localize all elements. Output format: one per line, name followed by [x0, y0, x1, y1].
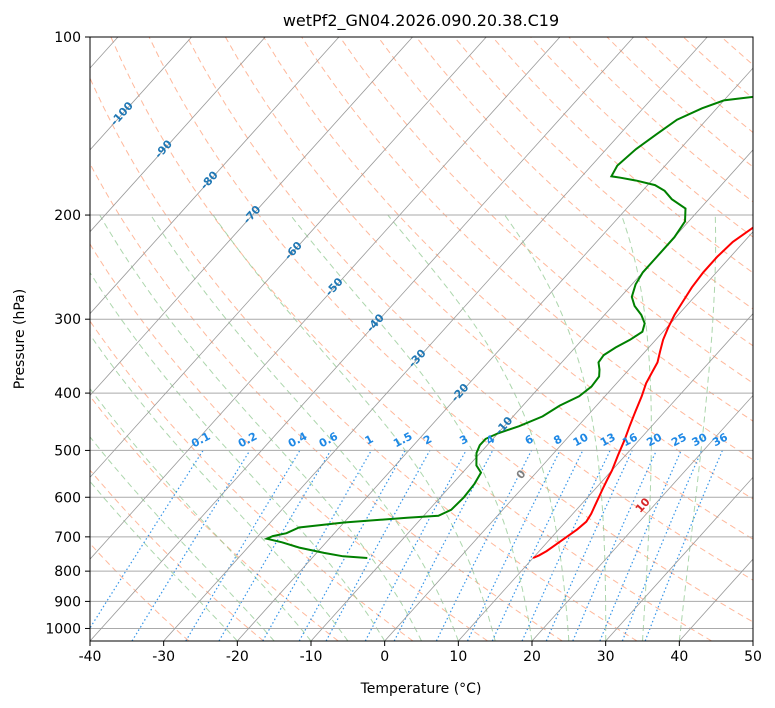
mixing-ratio-line	[644, 450, 723, 641]
x-axis-ticks: -40 -30 -20 -10 0 10 20 30 40 50	[79, 641, 762, 665]
mixing-ratio-line	[599, 450, 682, 641]
dewpoint-line	[263, 95, 753, 559]
mixing-ratio-line	[298, 450, 406, 641]
temperature-line	[532, 226, 753, 559]
mixing-ratio-line	[262, 450, 372, 641]
isotherm-line	[531, 394, 753, 641]
x-tick-label: -10	[300, 649, 323, 665]
y-tick-label: 400	[54, 386, 81, 402]
y-tick-label: 500	[54, 443, 81, 459]
x-tick-label: 0	[380, 649, 389, 665]
moist-adiabat-line	[678, 214, 717, 641]
moist-adiabat-line	[90, 333, 349, 641]
dry-adiabat-line	[90, 243, 488, 641]
x-tick-label: -40	[79, 649, 102, 665]
dry-adiabat-line	[90, 162, 563, 641]
plot-area: -100-90-80-70-60-50-40-30-20-100.1 0.2 0.4…	[90, 37, 753, 641]
mixing-ratio-label: 25	[669, 431, 689, 450]
isotherm-line	[237, 67, 753, 641]
x-tick-label: 10	[449, 649, 467, 665]
mixing-ratio-line	[435, 450, 533, 641]
y-tick-label: 600	[54, 490, 81, 506]
profile-series	[263, 95, 753, 559]
x-tick-label: -20	[226, 649, 249, 665]
mixing-ratio-label: 36	[710, 430, 730, 449]
mixing-ratio-line	[572, 450, 658, 641]
chart-title: wetPf2_GN04.2026.090.20.38.C19	[283, 11, 559, 31]
dry-adiabat-line	[415, 37, 753, 347]
y-tick-label: 900	[54, 594, 81, 610]
isotherm-line	[90, 37, 487, 478]
isotherm-line	[90, 37, 266, 233]
moist-adiabat-line	[90, 436, 275, 641]
x-axis-label: Temperature (°C)	[360, 681, 482, 697]
dry-adiabat-line	[90, 542, 190, 641]
y-axis-label: Pressure (hPa)	[12, 289, 28, 389]
mixing-ratio-line	[325, 450, 431, 641]
isotherms	[90, 37, 753, 641]
isotherm-line	[163, 37, 708, 641]
mixing-ratio-line	[621, 450, 703, 641]
isotherm-line	[90, 37, 561, 560]
x-tick-label: 30	[597, 649, 615, 665]
moist-adiabat-line	[387, 214, 570, 641]
x-tick-label: -30	[152, 649, 175, 665]
y-tick-label: 100	[54, 30, 81, 46]
dry-adiabat-line	[110, 37, 712, 641]
mixing-ratio-line	[545, 450, 633, 641]
x-tick-label: 40	[670, 649, 688, 665]
moist-adiabat-line	[150, 214, 459, 641]
isotherm-line	[90, 37, 634, 641]
dry-adiabat-line	[90, 469, 264, 641]
mixing-ratio-line	[90, 450, 204, 630]
y-tick-label: 700	[54, 530, 81, 546]
y-tick-label: 300	[54, 312, 81, 328]
isotherm-line	[384, 231, 753, 641]
y-tick-label: 1000	[45, 621, 81, 637]
moist-adiabat-line	[90, 271, 386, 641]
mixing-ratio-label: 10	[571, 430, 591, 449]
isotherm-line	[90, 37, 192, 151]
isotherm-line	[605, 476, 753, 641]
isotherm-line	[310, 149, 753, 641]
y-tick-label: 800	[54, 564, 81, 580]
mixing-ratio-label: 20	[644, 430, 664, 449]
mixing-ratio-label: 30	[690, 430, 710, 449]
moist-adiabat-line	[621, 214, 652, 641]
isotherm-line	[458, 312, 753, 641]
mixing-ratio-label: 13	[598, 431, 618, 450]
x-tick-label: 20	[523, 649, 541, 665]
y-axis-ticks: 100 200 300 400 500 600 700 800 900 1000	[45, 30, 90, 637]
dry-adiabat-line	[453, 37, 753, 310]
x-tick-label: 50	[744, 649, 762, 665]
isotherm-line	[90, 37, 340, 315]
y-tick-label: 200	[54, 208, 81, 224]
moist-adiabat-line	[90, 480, 238, 641]
moist-adiabats	[90, 214, 717, 641]
dry-adiabat-line	[148, 37, 753, 623]
moist-adiabat-line	[504, 214, 607, 641]
mixing-ratio-label: 16	[620, 430, 640, 449]
isotherm-line	[90, 37, 413, 397]
plot-frame	[89, 36, 754, 642]
dry-adiabat-line	[90, 395, 339, 641]
moist-adiabat-line	[99, 214, 422, 641]
moist-adiabat-line	[212, 214, 496, 641]
